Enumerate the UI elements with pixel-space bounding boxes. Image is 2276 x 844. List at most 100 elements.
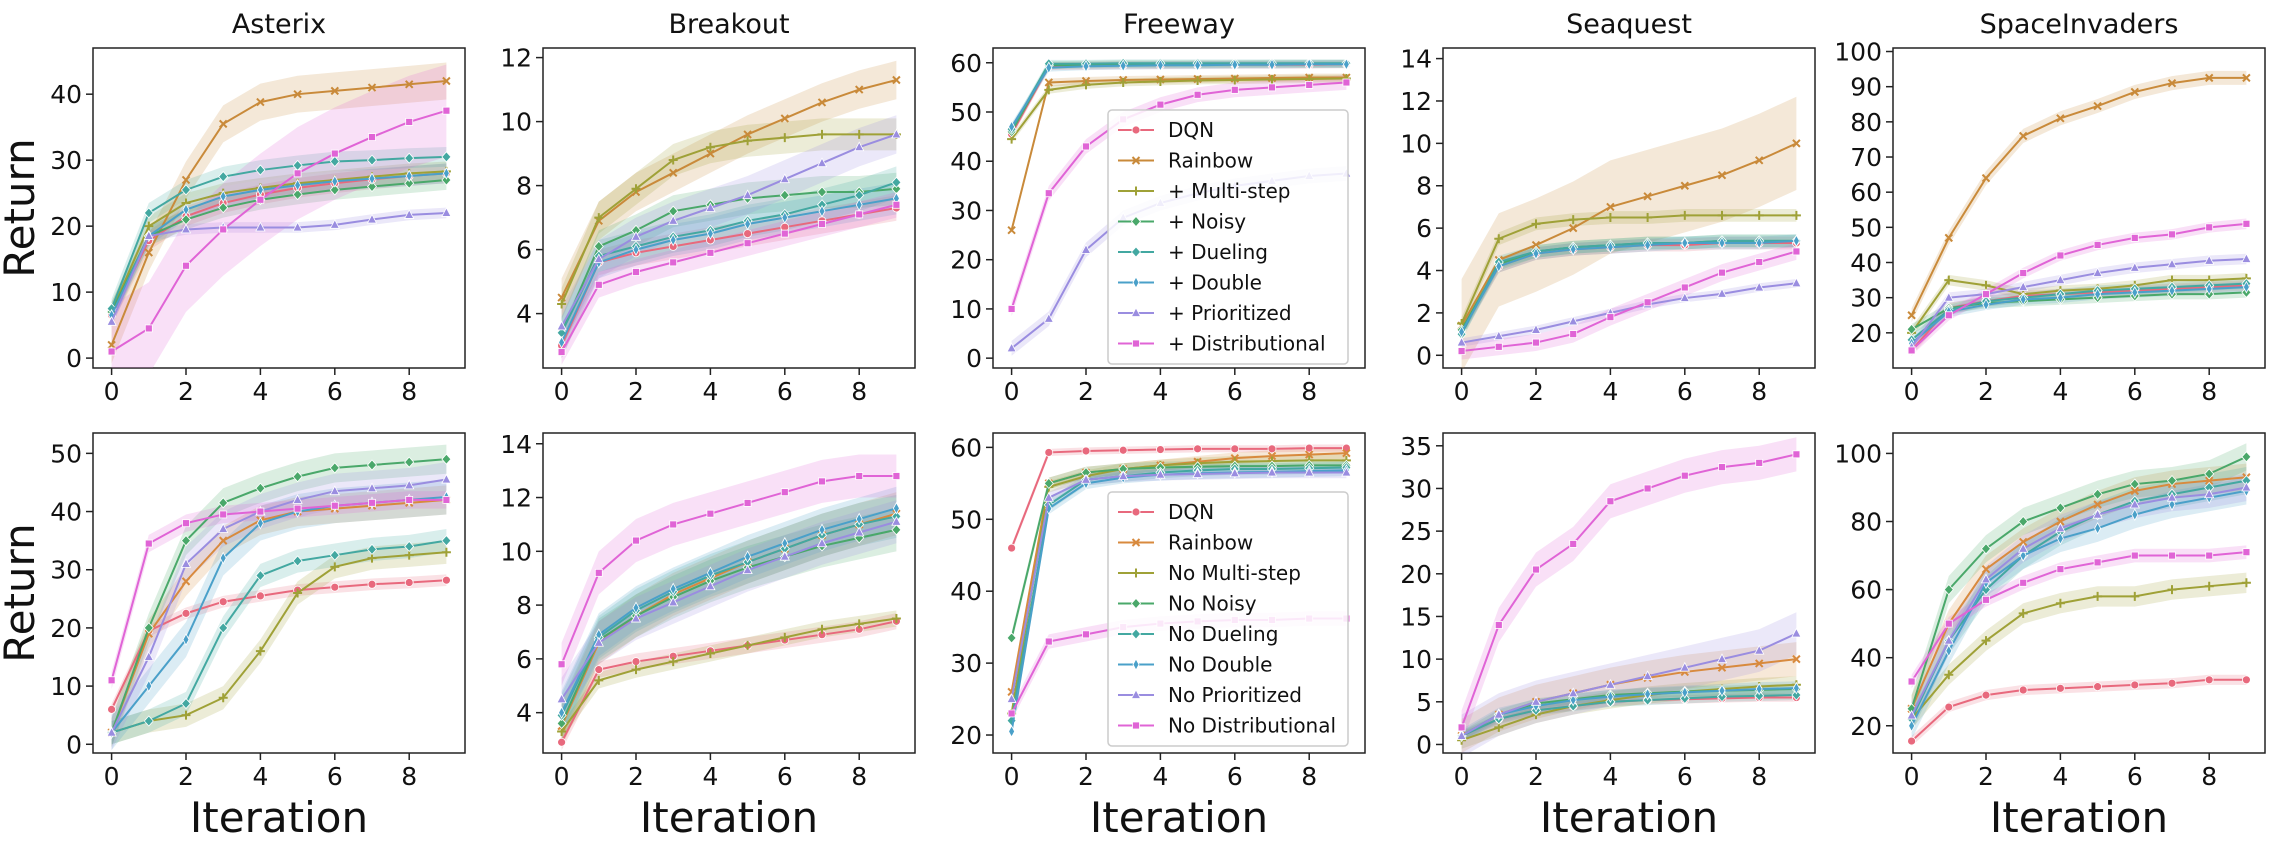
- series-band-multi-step: [561, 118, 897, 321]
- data-point-no-multi-step: [2204, 581, 2214, 591]
- data-point-no-double: [1755, 682, 1763, 696]
- data-point-rainbow: [1680, 181, 1690, 190]
- data-point-double: [2094, 287, 2102, 301]
- data-point-no-double: [1008, 725, 1016, 738]
- legend: DQN Rainbow + Multi-step + Noisy + Dueling + …: [1107, 109, 1349, 365]
- y-tick-label: 4: [1416, 257, 1432, 286]
- data-point-distributional: [557, 348, 566, 356]
- data-point-double: [744, 217, 752, 231]
- data-point-no-dueling: [180, 697, 192, 710]
- data-point-dueling: [366, 154, 378, 166]
- data-point-prioritized: [143, 230, 154, 240]
- data-point-distributional: [1755, 258, 1764, 266]
- data-point-no-multi-step: [2093, 591, 2103, 601]
- data-point-no-double: [2131, 508, 2139, 522]
- plot-frame: [992, 432, 1366, 754]
- legend-label-rainbow: Rainbow: [1168, 531, 1253, 555]
- data-point-no-double: [2056, 532, 2064, 545]
- plot-frame: [1442, 432, 1816, 754]
- series-line-dqn: [110, 579, 447, 710]
- plot-frame: [1892, 47, 2266, 369]
- x-axis-label: Iteration: [190, 793, 368, 842]
- x-tick-label: 6: [2127, 377, 2143, 406]
- y-tick-label: 2: [1416, 299, 1432, 328]
- panel-spaceinvaders-top: 20 30 40 50 60 70 80 90 100 0 2 4 6 8 SpaceInvaders: [1834, 9, 2266, 406]
- data-point-rainbow: [1907, 311, 1916, 320]
- data-point-double: [706, 227, 714, 240]
- x-tick-label: 4: [702, 762, 718, 791]
- y-tick-label: 50: [950, 505, 982, 534]
- series-line-no-dueling: [560, 515, 897, 716]
- data-point-rainbow: [1606, 202, 1615, 212]
- data-point-no-prioritized: [593, 636, 604, 647]
- x-axis-label: Iteration: [1540, 793, 1718, 842]
- y-tick-label: 30: [50, 556, 82, 585]
- y-tick-label: 50: [50, 439, 82, 468]
- data-point-no-distributional: [107, 676, 116, 685]
- legend-label-dqn: DQN: [1168, 500, 1214, 524]
- data-point-no-distributional: [182, 519, 190, 528]
- data-point-prioritized: [1530, 323, 1542, 334]
- y-tick-label: 20: [950, 246, 982, 275]
- data-point-no-distributional: [1643, 484, 1652, 493]
- plot-area: [1006, 443, 1352, 738]
- data-point-no-prioritized: [2241, 481, 2252, 492]
- x-tick-label: 0: [1454, 762, 1470, 791]
- y-tick-label: 0: [1416, 341, 1432, 370]
- data-point-double: [405, 169, 413, 183]
- y-tick-label: 70: [1850, 143, 1882, 172]
- legend-box: [1107, 109, 1349, 365]
- y-tick-label: 20: [50, 212, 82, 241]
- data-point-double: [2131, 286, 2139, 299]
- data-point-prioritized: [2166, 258, 2178, 269]
- data-point-noisy: [816, 186, 828, 198]
- data-point-prioritized: [742, 189, 753, 200]
- data-point-dqn: [441, 575, 451, 585]
- x-tick-label: 6: [327, 377, 343, 406]
- data-point-no-prioritized: [742, 564, 753, 575]
- legend-marker-no-dueling: [1130, 628, 1142, 640]
- data-point-prioritized: [1679, 292, 1690, 302]
- data-point-no-prioritized: [705, 580, 716, 591]
- legend-marker-dqn: [1131, 125, 1141, 135]
- data-point-no-prioritized: [556, 693, 567, 704]
- legend-marker-distributional: [1132, 339, 1140, 348]
- data-point-distributional: [594, 280, 603, 289]
- data-point-rainbow: [892, 75, 901, 85]
- data-point-no-dueling: [441, 535, 452, 547]
- data-point-no-noisy: [292, 471, 303, 483]
- data-point-noisy: [329, 184, 340, 196]
- data-point-distributional: [368, 133, 376, 141]
- x-tick-label: 4: [702, 377, 718, 406]
- data-point-distributional: [1193, 90, 1202, 99]
- data-point-double: [219, 190, 227, 203]
- data-point-dqn: [1304, 443, 1314, 453]
- data-point-no-prioritized: [106, 726, 117, 737]
- data-point-no-distributional: [1907, 677, 1916, 686]
- data-point-no-multi-step: [2241, 578, 2251, 588]
- series-line-distributional: [1910, 222, 2247, 352]
- data-point-no-prioritized: [1118, 470, 1129, 481]
- data-point-dqn: [1007, 543, 1016, 553]
- data-point-prioritized: [292, 221, 303, 232]
- panel-breakout-bottom: 4 6 8 10 12 14 0 2 4 6 8 Iteration: [500, 430, 916, 842]
- data-point-no-multi-step: [2018, 608, 2028, 618]
- data-point-prioritized: [441, 207, 452, 217]
- y-tick-label: 50: [950, 98, 982, 127]
- data-point-distributional: [442, 106, 451, 115]
- panel-title: Breakout: [668, 9, 789, 40]
- data-point-rainbow: [2167, 78, 2177, 88]
- series-band-no-prioritized: [1461, 612, 1797, 753]
- series-line-dqn: [1910, 678, 2247, 742]
- plot-area: [556, 454, 902, 751]
- data-point-prioritized: [2092, 267, 2103, 277]
- data-point-double: [294, 178, 302, 192]
- data-point-no-prioritized: [854, 526, 865, 537]
- data-point-dqn: [2241, 675, 2251, 685]
- series-band-no-multi-step: [1911, 572, 2247, 730]
- data-point-rainbow: [2130, 486, 2140, 496]
- data-point-no-noisy: [329, 462, 340, 474]
- plot-frame: [92, 432, 466, 754]
- data-point-no-double: [1945, 644, 1953, 658]
- series-band-rainbow: [561, 492, 897, 748]
